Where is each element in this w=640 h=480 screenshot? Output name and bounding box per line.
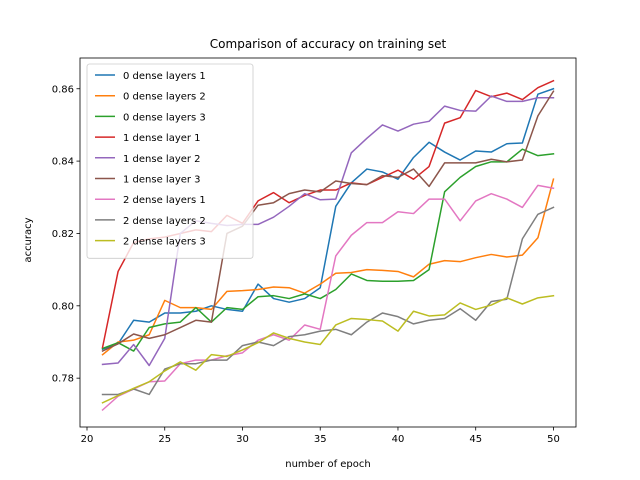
x-tick-label: 35 xyxy=(314,434,327,445)
legend: 0 dense layers 1 0 dense layers 2 0 dense … xyxy=(86,63,254,259)
legend-box xyxy=(86,63,254,259)
series-line-0 xyxy=(101,87,555,351)
legend-entry-8: 2 dense layers 3 xyxy=(123,237,206,248)
series-line-1 xyxy=(101,178,555,356)
legend-entry-1: 0 dense layers 2 xyxy=(123,92,206,103)
plot-frame xyxy=(79,57,577,428)
x-tick-label: 30 xyxy=(236,434,249,445)
legend-entry-0: 0 dense layers 1 xyxy=(123,71,206,82)
legend-entry-2: 0 dense layers 3 xyxy=(123,112,206,123)
x-tick-label: 20 xyxy=(81,434,94,445)
y-tick-label: 0.84 xyxy=(52,157,74,168)
chart-title: Comparison of accuracy on training set xyxy=(210,37,447,51)
y-tick-label: 0.86 xyxy=(52,84,74,95)
series-line-5 xyxy=(101,90,555,353)
y-tick-label: 0.80 xyxy=(52,301,74,312)
axes: 20 25 30 35 40 45 50 0.78 0.80 0.82 0.84 0.86 xyxy=(52,57,577,445)
legend-entry-3: 1 dense layer 1 xyxy=(123,133,201,144)
y-tick-label: 0.78 xyxy=(52,374,74,385)
x-tick-label: 50 xyxy=(547,434,560,445)
x-tick-label: 40 xyxy=(392,434,405,445)
series-line-7 xyxy=(101,206,555,396)
y-axis-label: accuracy xyxy=(23,217,34,262)
series-line-6 xyxy=(101,184,555,412)
x-tick-label: 25 xyxy=(158,434,171,445)
legend-entry-5: 1 dense layer 3 xyxy=(123,175,201,186)
x-tick-label: 45 xyxy=(469,434,482,445)
series-line-8 xyxy=(101,294,555,404)
x-axis-label: number of epoch xyxy=(285,459,370,470)
legend-entry-6: 2 dense layers 1 xyxy=(123,195,206,206)
legend-entry-7: 2 dense layers 2 xyxy=(123,216,206,227)
y-tick-label: 0.82 xyxy=(52,229,74,240)
legend-entry-4: 1 dense layer 2 xyxy=(123,154,201,165)
